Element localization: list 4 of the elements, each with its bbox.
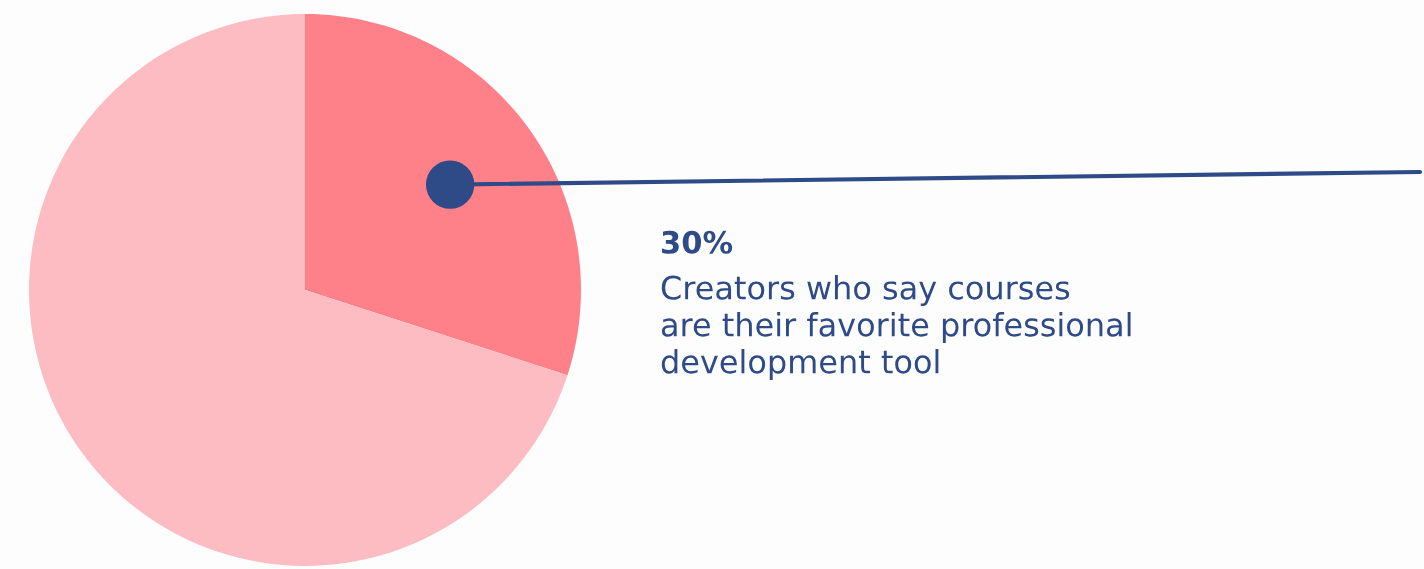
pie-slice (29, 14, 568, 566)
data-label: 30% (662, 230, 733, 254)
slice-label: Creators who say courses are their favorite professional development tool (661, 275, 1131, 380)
pie-slice (305, 14, 581, 376)
